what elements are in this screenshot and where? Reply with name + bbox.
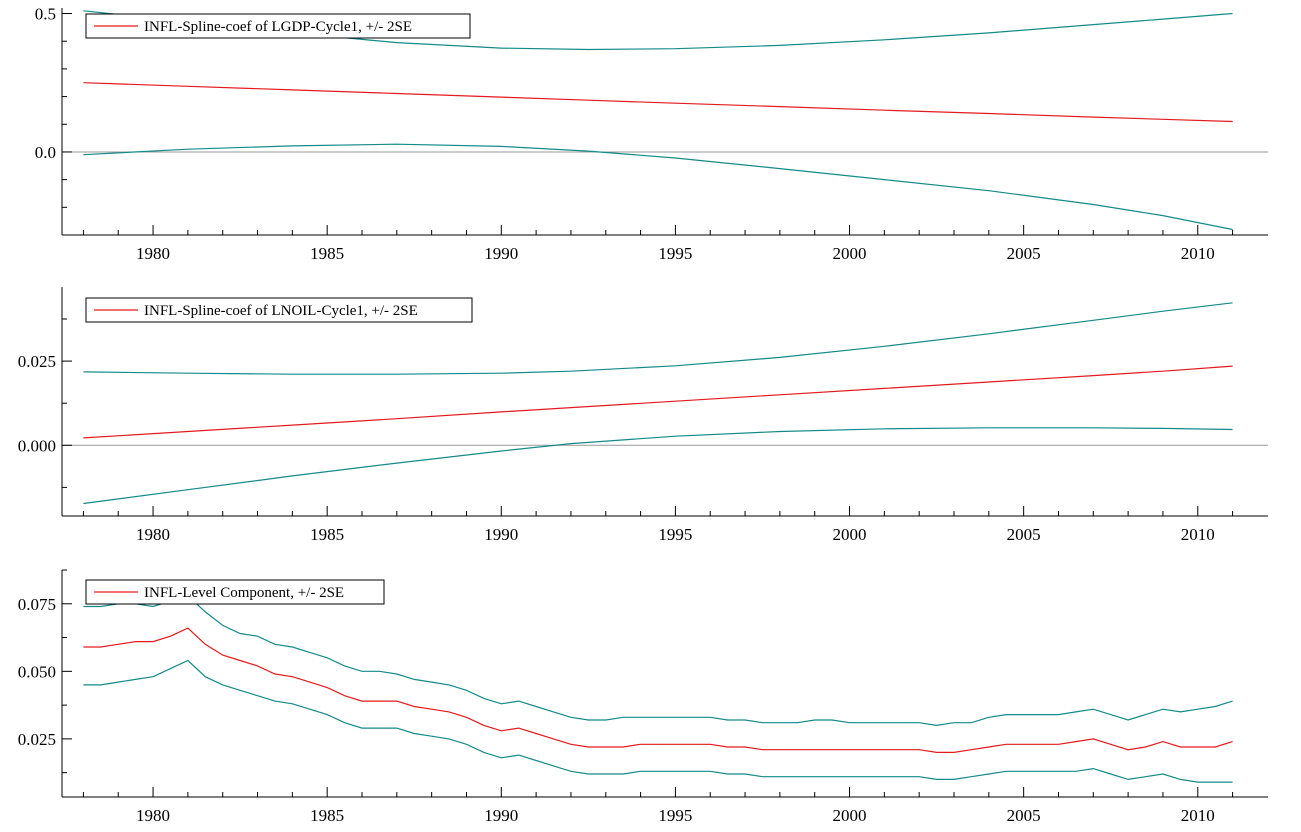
chart-panel-lnoil-spline: 0.025 0.000 1980 1985 1990 1995 2000 2005 2010 IN… xyxy=(18,287,1268,544)
legend-box xyxy=(85,297,473,323)
upper-band-line xyxy=(83,302,1233,375)
x-tick-label: 1995 xyxy=(658,244,692,263)
x-tick-label: 2000 xyxy=(833,806,867,825)
x-tick-label: 2000 xyxy=(833,525,867,544)
legend-label: INFL-Spline-coef of LNOIL-Cycle1, +/- 2S… xyxy=(144,303,418,319)
lower-band-line xyxy=(83,427,1233,505)
estimate-series-line xyxy=(83,627,1233,754)
x-tick-label: 2010 xyxy=(1181,806,1215,825)
x-tick-label: 2005 xyxy=(1007,806,1041,825)
x-tick-label: 1995 xyxy=(658,806,692,825)
x-tick-label: 2000 xyxy=(833,244,867,263)
y-tick-label: 0.025 xyxy=(18,352,56,371)
y-tick-label: 0.050 xyxy=(18,662,56,681)
x-tick-label: 1980 xyxy=(136,806,170,825)
x-tick-label: 1980 xyxy=(136,244,170,263)
estimate-series-line xyxy=(83,365,1233,439)
legend-label: INFL-Spline-coef of LGDP-Cycle1, +/- 2SE xyxy=(144,19,412,35)
estimate-series-line xyxy=(83,82,1233,123)
y-tick-label: 0.025 xyxy=(18,730,56,749)
x-tick-label: 2010 xyxy=(1181,244,1215,263)
y-tick-label: 0.075 xyxy=(18,595,56,614)
x-tick-label: 1980 xyxy=(136,525,170,544)
lower-band-line xyxy=(83,143,1233,231)
y-tick-label: 0.5 xyxy=(35,5,56,24)
x-tick-label: 1990 xyxy=(484,525,518,544)
legend-label: INFL-Level Component, +/- 2SE xyxy=(144,585,344,601)
x-tick-label: 1990 xyxy=(484,806,518,825)
x-tick-label: 1985 xyxy=(310,525,344,544)
x-tick-label: 2005 xyxy=(1007,525,1041,544)
x-tick-label: 1985 xyxy=(310,806,344,825)
lower-band-line xyxy=(83,659,1233,783)
x-tick-label: 2010 xyxy=(1181,525,1215,544)
x-tick-label: 1990 xyxy=(484,244,518,263)
legend-box xyxy=(85,13,471,39)
x-tick-label: 1995 xyxy=(658,525,692,544)
y-tick-label: 0.0 xyxy=(35,143,56,162)
x-tick-label: 2005 xyxy=(1007,244,1041,263)
upper-band-line xyxy=(83,595,1233,727)
x-tick-label: 1985 xyxy=(310,244,344,263)
chart-panel-lgdp-spline: 0.5 0.0 1980 1985 1990 1995 2000 2005 2010 INFL-S… xyxy=(35,5,1268,263)
chart-panel-level-component: 0.075 0.050 0.025 1980 1985 1990 1995 2000 2005 2… xyxy=(18,569,1268,825)
y-tick-label: 0.000 xyxy=(18,436,56,455)
